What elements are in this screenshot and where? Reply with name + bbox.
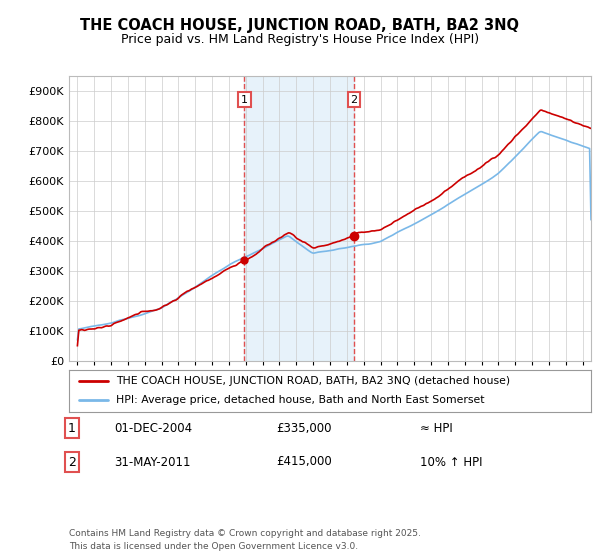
- Text: £335,000: £335,000: [276, 422, 331, 435]
- Text: ≈ HPI: ≈ HPI: [420, 422, 453, 435]
- Text: Contains HM Land Registry data © Crown copyright and database right 2025.
This d: Contains HM Land Registry data © Crown c…: [69, 529, 421, 550]
- Bar: [244, 76, 354, 361]
- Text: 10% ↑ HPI: 10% ↑ HPI: [420, 455, 482, 469]
- Text: 2: 2: [68, 455, 76, 469]
- Text: HPI: Average price, detached house, Bath and North East Somerset: HPI: Average price, detached house, Bath…: [116, 395, 484, 405]
- Text: Price paid vs. HM Land Registry's House Price Index (HPI): Price paid vs. HM Land Registry's House …: [121, 32, 479, 46]
- Text: 1: 1: [68, 422, 76, 435]
- Text: THE COACH HOUSE, JUNCTION ROAD, BATH, BA2 3NQ (detached house): THE COACH HOUSE, JUNCTION ROAD, BATH, BA…: [116, 376, 510, 386]
- Text: THE COACH HOUSE, JUNCTION ROAD, BATH, BA2 3NQ: THE COACH HOUSE, JUNCTION ROAD, BATH, BA…: [80, 18, 520, 32]
- Text: 31-MAY-2011: 31-MAY-2011: [114, 455, 191, 469]
- Text: £415,000: £415,000: [276, 455, 332, 469]
- Text: 01-DEC-2004: 01-DEC-2004: [114, 422, 192, 435]
- Text: 2: 2: [350, 95, 358, 105]
- Text: 1: 1: [241, 95, 248, 105]
